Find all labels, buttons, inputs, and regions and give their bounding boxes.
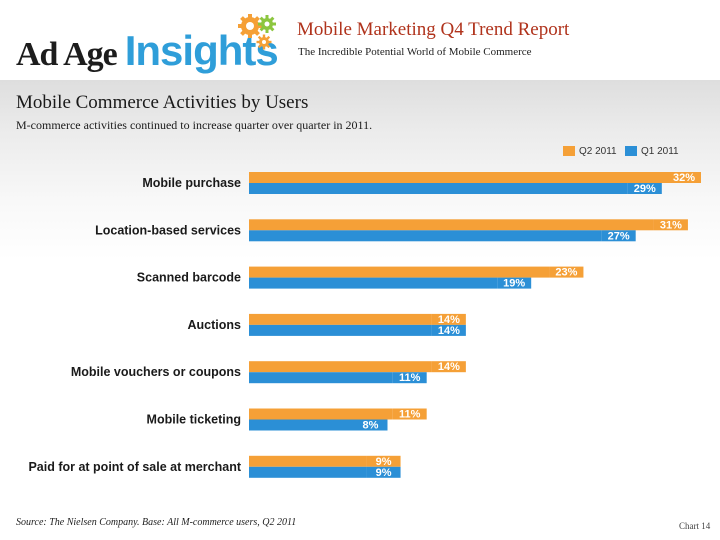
value-tab-q2-auctions [431, 313, 466, 325]
bar-q2-paid-for-at-point-of-sale-at-merchant [249, 455, 367, 467]
value-label-q1-mobile-vouchers-or-coupons: 11% [399, 372, 421, 384]
value-tab-q2-scanned-barcode [549, 266, 584, 278]
bar-q1-mobile-purchase [249, 183, 628, 194]
bar-q1-mobile-vouchers-or-coupons [249, 372, 393, 384]
logo-adage-text: Ad Age [16, 36, 118, 73]
category-label-scanned-barcode: Scanned barcode [137, 271, 241, 285]
legend-swatch-q2 [563, 146, 575, 156]
value-label-q2-paid-for-at-point-of-sale-at-merchant: 9% [376, 456, 392, 468]
source-note: Source: The Nielsen Company. Base: All M… [16, 517, 297, 528]
report-title: Mobile Marketing Q4 Trend Report [297, 19, 570, 40]
value-label-q1-scanned-barcode: 19% [503, 278, 525, 290]
bar-q1-location-based-services [249, 230, 602, 242]
category-label-auctions: Auctions [188, 318, 242, 332]
value-tab-q2-paid-for-at-point-of-sale-at-merchant [366, 455, 401, 467]
value-label-q2-mobile-vouchers-or-coupons: 14% [438, 361, 460, 373]
legend-swatch-q1 [625, 146, 637, 156]
category-label-location-based-services: Location-based services [95, 223, 241, 237]
bar-q2-mobile-vouchers-or-coupons [249, 361, 432, 373]
value-label-q2-auctions: 14% [438, 314, 460, 326]
bar-q2-auctions [249, 313, 432, 325]
gears-icon [238, 14, 276, 50]
value-tab-q1-mobile-ticketing [353, 419, 388, 431]
value-tab-q1-mobile-purchase [627, 183, 662, 194]
value-tab-q1-scanned-barcode [497, 277, 532, 289]
value-label-q1-mobile-ticketing: 8% [363, 420, 379, 432]
report-subtitle: The Incredible Potential World of Mobile… [298, 46, 532, 58]
value-label-q2-location-based-services: 31% [660, 219, 682, 231]
value-tab-q1-auctions [431, 324, 466, 336]
legend-q2: Q2 2011 [563, 145, 617, 157]
value-tab-q2-mobile-purchase [667, 172, 701, 183]
legend-label-q1: Q1 2011 [641, 145, 679, 157]
logo-insights-text: Insights [124, 27, 279, 74]
value-label-q1-mobile-purchase: 29% [634, 183, 656, 195]
value-tab-q1-mobile-vouchers-or-coupons [392, 372, 427, 384]
category-label-paid-for-at-point-of-sale-at-merchant: Paid for at point of sale at merchant [28, 460, 241, 474]
value-tab-q1-location-based-services [601, 230, 636, 242]
header: Ad Age Insights Mobile Marketing Q4 [0, 0, 720, 80]
category-label-mobile-ticketing: Mobile ticketing [147, 413, 241, 427]
bar-q1-auctions [249, 324, 432, 336]
value-tab-q2-mobile-vouchers-or-coupons [431, 361, 466, 373]
category-label-mobile-vouchers-or-coupons: Mobile vouchers or coupons [71, 365, 241, 379]
legend-label-q2: Q2 2011 [579, 145, 617, 157]
bar-q1-paid-for-at-point-of-sale-at-merchant [249, 466, 367, 478]
value-label-q2-scanned-barcode: 23% [555, 267, 577, 279]
bar-q2-mobile-purchase [249, 172, 667, 183]
ad-age-insights-logo: Ad Age Insights [16, 12, 279, 74]
bar-q2-scanned-barcode [249, 266, 550, 278]
value-label-q1-paid-for-at-point-of-sale-at-merchant: 9% [376, 467, 392, 479]
legend-q1: Q1 2011 [625, 145, 679, 157]
value-label-q2-mobile-ticketing: 11% [399, 409, 421, 421]
section-title: Mobile Commerce Activities by Users [16, 92, 309, 113]
value-label-q1-auctions: 14% [438, 325, 460, 337]
category-label-mobile-purchase: Mobile purchase [142, 176, 241, 190]
bar-q1-mobile-ticketing [249, 419, 354, 431]
bar-q2-location-based-services [249, 219, 654, 231]
value-label-q2-mobile-purchase: 32% [673, 172, 695, 184]
value-tab-q2-mobile-ticketing [392, 408, 427, 420]
value-label-q1-location-based-services: 27% [608, 230, 630, 242]
value-tab-q1-paid-for-at-point-of-sale-at-merchant [366, 466, 401, 478]
bar-q1-scanned-barcode [249, 277, 498, 289]
value-tab-q2-location-based-services [653, 219, 688, 231]
bar-q2-mobile-ticketing [249, 408, 393, 420]
chart-number: Chart 14 [679, 521, 711, 531]
section-subtitle: M-commerce activities continued to incre… [16, 118, 373, 132]
